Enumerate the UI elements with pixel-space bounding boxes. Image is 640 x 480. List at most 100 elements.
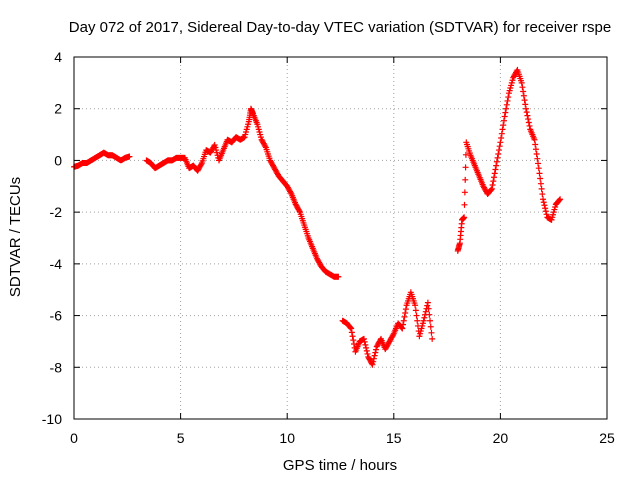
- data-point: [503, 101, 510, 108]
- data-point: [488, 186, 495, 193]
- data-point: [126, 153, 133, 160]
- data-point: [287, 189, 294, 196]
- data-point: [426, 311, 433, 318]
- data-point: [500, 122, 507, 129]
- data-point: [347, 324, 354, 331]
- plot-frame: [73, 56, 608, 420]
- data-point: [535, 165, 542, 172]
- data-point: [497, 139, 504, 146]
- data-point: [427, 323, 434, 330]
- data-point: [535, 160, 542, 167]
- data-point: [428, 329, 435, 336]
- data-point: [360, 335, 367, 342]
- data-point: [390, 331, 397, 338]
- y-tick-label: -8: [50, 359, 63, 375]
- data-point: [400, 321, 407, 328]
- data-point: [500, 117, 507, 124]
- data-point: [348, 325, 355, 332]
- chart-title: Day 072 of 2017, Sidereal Day-to-day VTE…: [69, 19, 611, 36]
- data-point: [398, 324, 405, 331]
- data-point: [536, 170, 543, 177]
- y-axis-title: SDTVAR / TECUs: [7, 177, 24, 297]
- grid: [74, 57, 607, 419]
- data-point: [412, 307, 419, 314]
- data-point: [557, 196, 564, 203]
- data-point: [198, 161, 205, 168]
- data-point: [462, 176, 469, 183]
- x-tick-label: 20: [493, 430, 509, 446]
- data-point: [421, 314, 428, 321]
- data-point: [370, 358, 377, 365]
- data-point: [414, 317, 421, 324]
- data-point: [522, 105, 529, 112]
- data-point: [534, 155, 541, 162]
- data-point: [520, 88, 527, 95]
- series-segment-3: [339, 289, 436, 368]
- y-tick-label: -4: [50, 256, 63, 272]
- data-point: [490, 178, 497, 185]
- data-point: [489, 181, 496, 188]
- data-point: [532, 141, 539, 148]
- data-point: [518, 79, 525, 86]
- data-point: [400, 317, 407, 324]
- data-point: [420, 317, 427, 324]
- data-point: [533, 150, 540, 157]
- data-point: [503, 105, 510, 112]
- y-tick-label: -2: [50, 204, 63, 220]
- data-point: [540, 196, 547, 203]
- data-point: [492, 166, 499, 173]
- data-point: [488, 185, 495, 192]
- data-point: [296, 207, 303, 214]
- data-point: [495, 147, 502, 154]
- data-point: [543, 211, 550, 218]
- data-point: [505, 94, 512, 101]
- data-point: [413, 312, 420, 319]
- x-tick-label: 0: [70, 430, 78, 446]
- data-point: [523, 109, 530, 116]
- data-point: [521, 97, 528, 104]
- data-point: [361, 338, 368, 345]
- y-tick-label: 2: [54, 101, 62, 117]
- y-tick-label: -6: [50, 308, 63, 324]
- data-point: [538, 185, 545, 192]
- data-point: [501, 113, 508, 120]
- data-point: [539, 191, 546, 198]
- data-point: [491, 170, 498, 177]
- data-point: [496, 143, 503, 150]
- data-point: [498, 135, 505, 142]
- data-point: [522, 101, 529, 108]
- data-point: [495, 150, 502, 157]
- data-point: [335, 273, 342, 280]
- y-tick-label: 0: [54, 152, 62, 168]
- data-point: [526, 122, 533, 129]
- data-point: [369, 361, 376, 368]
- data-point: [504, 97, 511, 104]
- data-point: [540, 199, 547, 206]
- data-point: [422, 308, 429, 315]
- data-point: [498, 130, 505, 137]
- data-point: [348, 329, 355, 336]
- data-point: [350, 337, 357, 344]
- data-point: [494, 154, 501, 161]
- data-point: [370, 355, 377, 362]
- data-point: [541, 202, 548, 209]
- data-point: [262, 143, 269, 150]
- y-tick-label: -10: [42, 411, 62, 427]
- data-point: [372, 349, 379, 356]
- data-series: [71, 66, 564, 368]
- data-point: [429, 335, 436, 342]
- data-point: [373, 346, 380, 353]
- data-point: [499, 126, 506, 133]
- data-point: [424, 302, 431, 309]
- data-point: [412, 302, 419, 309]
- data-point: [462, 164, 469, 171]
- x-tick-label: 5: [177, 430, 185, 446]
- data-point: [461, 201, 468, 208]
- data-point: [502, 109, 509, 116]
- data-point: [556, 197, 563, 204]
- data-point: [519, 84, 526, 91]
- data-point: [520, 92, 527, 99]
- data-point: [524, 112, 531, 119]
- data-point: [532, 146, 539, 153]
- data-point: [525, 119, 532, 126]
